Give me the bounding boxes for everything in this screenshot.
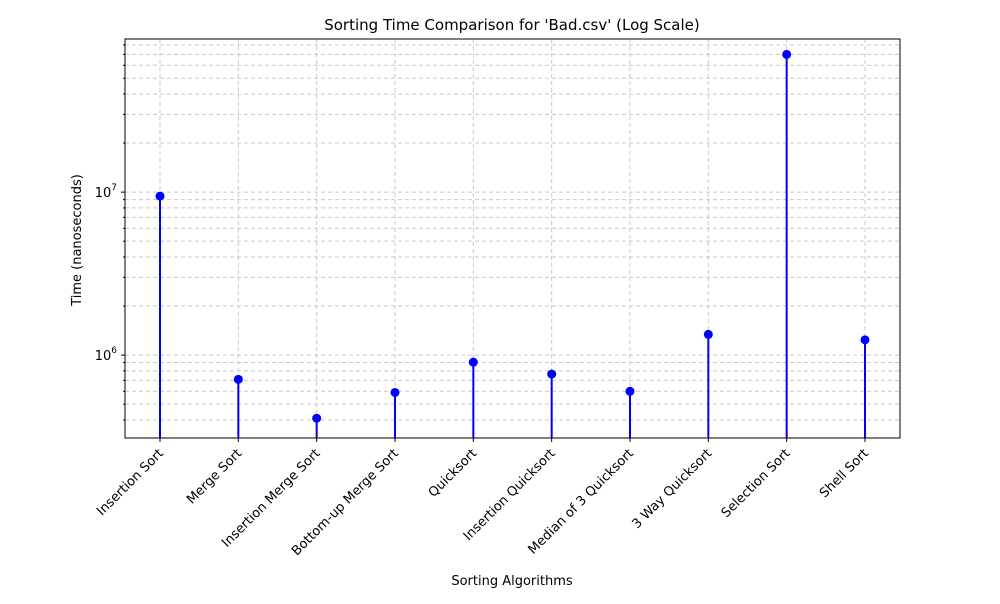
x-tick-label: Selection Sort	[719, 446, 794, 521]
y-axis-label: Time (nanoseconds)	[70, 174, 85, 307]
x-tick-label: Merge Sort	[184, 446, 245, 507]
stem-layer	[155, 49, 870, 438]
y-tick-label: 106	[95, 346, 118, 364]
stem-marker	[468, 357, 478, 367]
stem-marker	[233, 374, 243, 384]
stem-marker	[155, 191, 165, 201]
stem-marker	[312, 413, 322, 423]
chart-title: Sorting Time Comparison for 'Bad.csv' (L…	[324, 16, 700, 34]
x-tick-label: 3 Way Quicksort	[629, 446, 715, 532]
grid-layer	[125, 39, 900, 438]
plot-frame	[124, 38, 901, 439]
stem-marker	[390, 387, 400, 397]
stem-marker	[703, 329, 713, 339]
x-tick-label: Insertion Sort	[94, 446, 167, 519]
stem-marker	[782, 49, 792, 59]
x-tick-label: Quicksort	[426, 446, 480, 500]
stem-marker	[547, 369, 557, 379]
stem-marker	[625, 386, 635, 396]
y-axis-ticks: 106 107	[95, 44, 125, 421]
y-tick-label: 107	[95, 183, 117, 201]
stem-marker	[860, 335, 870, 345]
x-axis-label: Sorting Algorithms	[451, 574, 573, 589]
x-tick-label: Shell Sort	[817, 446, 872, 501]
